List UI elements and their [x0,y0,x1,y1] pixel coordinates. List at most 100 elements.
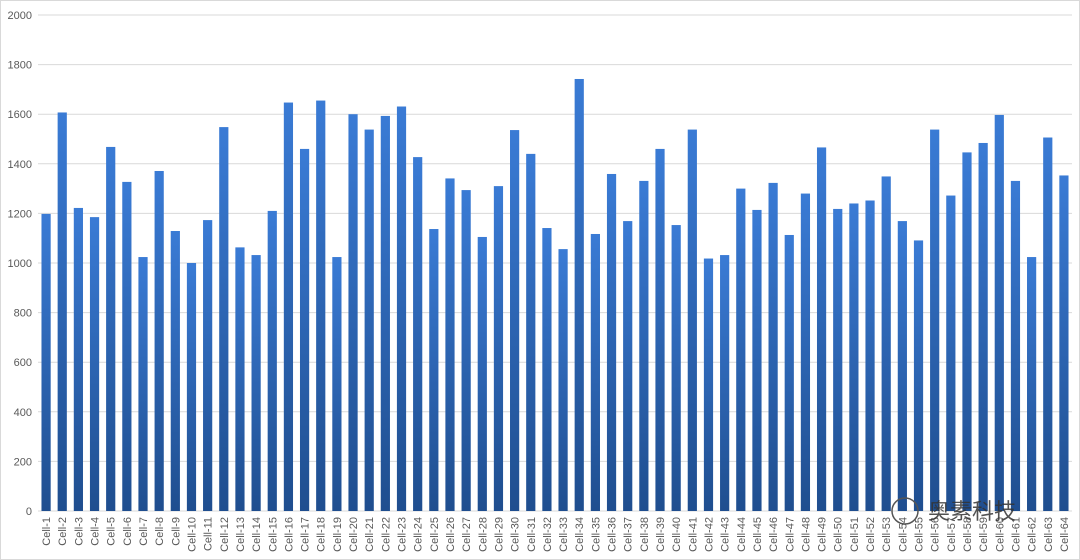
x-tick-label: Cell-58 [962,517,974,552]
x-tick-label: Cell-51 [849,517,861,552]
y-tick-label: 200 [14,456,32,468]
bar [186,263,197,511]
x-tick-label: Cell-29 [493,517,505,552]
bar [461,190,471,511]
x-tick-label: Cell-39 [655,517,667,552]
bar [687,129,697,512]
bar [283,102,294,511]
x-tick-label: Cell-28 [477,517,489,552]
x-tick-label: Cell-11 [203,517,215,551]
x-tick-label: Cell-42 [703,517,715,552]
x-tick-label: Cell-62 [1027,517,1039,552]
bar [752,209,762,512]
bar [542,228,552,512]
x-tick-label: Cell-17 [300,517,312,552]
x-tick-label: Cell-38 [639,517,651,552]
bar [720,255,730,511]
x-tick-label: Cell-6 [122,517,134,546]
y-tick-label: 1000 [8,258,32,270]
bar [235,247,245,511]
bar [138,257,148,511]
x-tick-label: Cell-3 [73,517,85,546]
bar [606,173,617,511]
bar [962,152,972,511]
x-tick-label: Cell-52 [865,517,877,552]
bar [816,147,827,511]
bar [57,112,67,512]
x-tick-label: Cell-57 [946,517,958,552]
y-tick-label: 600 [14,357,32,369]
x-tick-label: Cell-27 [461,517,473,552]
x-tick-label: Cell-45 [752,517,764,552]
x-tick-label: Cell-32 [542,517,554,552]
x-tick-label: Cell-18 [316,517,328,552]
x-tick-label: Cell-40 [671,517,683,552]
bar [671,225,681,511]
x-tick-label: Cell-15 [267,517,279,552]
bar [930,129,940,512]
bar [897,221,907,511]
x-tick-label: Cell-13 [235,517,247,552]
bar [1010,180,1021,512]
bar [203,220,213,511]
bar [590,233,600,511]
x-tick-label: Cell-20 [348,517,360,552]
x-tick-label: Cell-35 [590,517,602,552]
bar [493,186,504,511]
x-tick-label: Cell-8 [154,517,166,546]
bar [526,153,536,511]
bar [41,213,51,511]
y-tick-label: 1400 [8,159,32,171]
x-tick-label: Cell-12 [219,517,231,552]
x-tick-label: Cell-2 [57,517,69,546]
x-tick-label: Cell-44 [736,517,748,552]
bar [380,115,390,511]
x-tick-label: Cell-46 [768,517,780,552]
y-tick-label: 0 [26,506,32,518]
y-tick-label: 1200 [8,208,32,220]
watermark: 奥素科技 [891,497,1016,525]
x-tick-label: Cell-41 [687,517,699,552]
bar [267,210,277,512]
x-tick-label: Cell-37 [623,517,635,552]
x-tick-label: Cell-22 [380,517,392,552]
bar [251,255,261,511]
bar [833,208,843,511]
bar [316,100,326,511]
bar [154,170,164,511]
x-tick-label: Cell-55 [914,517,926,552]
bar [703,258,714,511]
y-tick-label: 800 [14,308,32,320]
x-tick-label: Cell-54 [897,517,909,552]
bar [364,129,374,512]
x-tick-label: Cell-59 [978,517,990,552]
bar [1059,175,1069,511]
x-tick-label: Cell-30 [510,517,522,552]
bar [510,130,520,511]
x-tick-label: Cell-43 [720,517,732,552]
x-tick-label: Cell-26 [445,517,457,552]
x-tick-label: Cell-1 [41,517,53,546]
bar [429,229,439,512]
y-tick-label: 2000 [8,10,32,22]
x-tick-label: Cell-61 [1010,517,1022,552]
bar [574,78,584,511]
x-tick-label: Cell-16 [283,517,295,552]
bar [913,240,924,511]
bar [978,142,988,511]
bar [768,182,778,511]
x-tick-label: Cell-53 [881,517,893,552]
x-tick-label: Cell-24 [413,517,425,552]
bar [946,195,956,511]
bar [89,217,100,511]
bar [994,114,1004,511]
x-tick-label: Cell-4 [90,517,102,546]
bar [106,146,116,511]
bar [849,203,859,512]
bar [655,148,665,512]
bar [639,180,649,512]
x-tick-label: Cell-63 [1043,517,1055,552]
x-tick-label: Cell-34 [574,517,586,552]
watermark-text: 奥素科技 [928,499,1016,524]
x-tick-label: Cell-36 [607,517,619,552]
